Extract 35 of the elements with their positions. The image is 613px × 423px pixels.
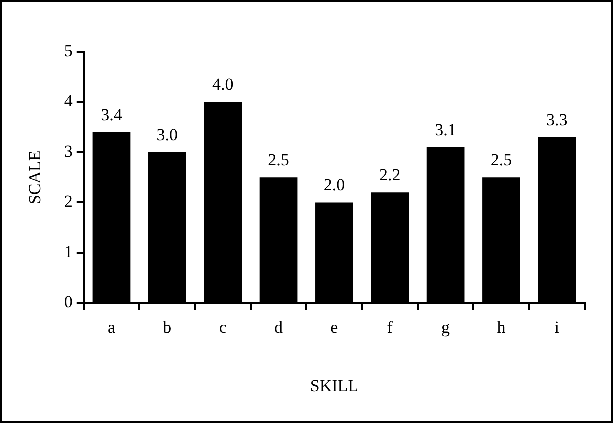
bar (204, 102, 242, 302)
data-label: 3.1 (435, 120, 456, 140)
bar (92, 132, 131, 302)
x-axis-title: SKILL (310, 376, 359, 396)
bar (538, 137, 576, 302)
y-tick-label: 3 (64, 142, 73, 161)
x-tick-label: c (219, 318, 228, 337)
data-label: 3.4 (101, 105, 123, 124)
y-tick-label: 2 (64, 192, 73, 212)
data-label: 2.2 (380, 166, 401, 185)
x-tick-label: e (330, 318, 338, 337)
data-label: 2.5 (490, 150, 512, 170)
y-tick-label: 0 (64, 292, 73, 312)
x-tick-label: h (497, 318, 506, 337)
x-tick-label: b (163, 318, 172, 337)
data-label: 3.0 (156, 125, 178, 144)
x-tick-label: d (274, 318, 284, 337)
y-tick-label: 5 (64, 41, 73, 60)
data-label: 2.5 (268, 150, 290, 170)
bar (148, 152, 186, 302)
bar (482, 178, 520, 302)
x-tick-label: i (554, 318, 560, 337)
data-label: 2.0 (324, 176, 346, 195)
bar (426, 147, 465, 302)
y-axis-title: SCALE (26, 150, 45, 205)
y-tick-label: 4 (64, 92, 74, 111)
x-tick-label: a (108, 318, 116, 337)
bar (316, 202, 354, 302)
bar (371, 192, 410, 302)
y-tick-label: 1 (64, 242, 73, 262)
x-tick-label: f (387, 318, 394, 337)
data-label: 4.0 (212, 75, 234, 94)
bar (260, 178, 298, 302)
x-tick-label: g (442, 318, 451, 337)
data-label: 3.3 (546, 110, 568, 130)
